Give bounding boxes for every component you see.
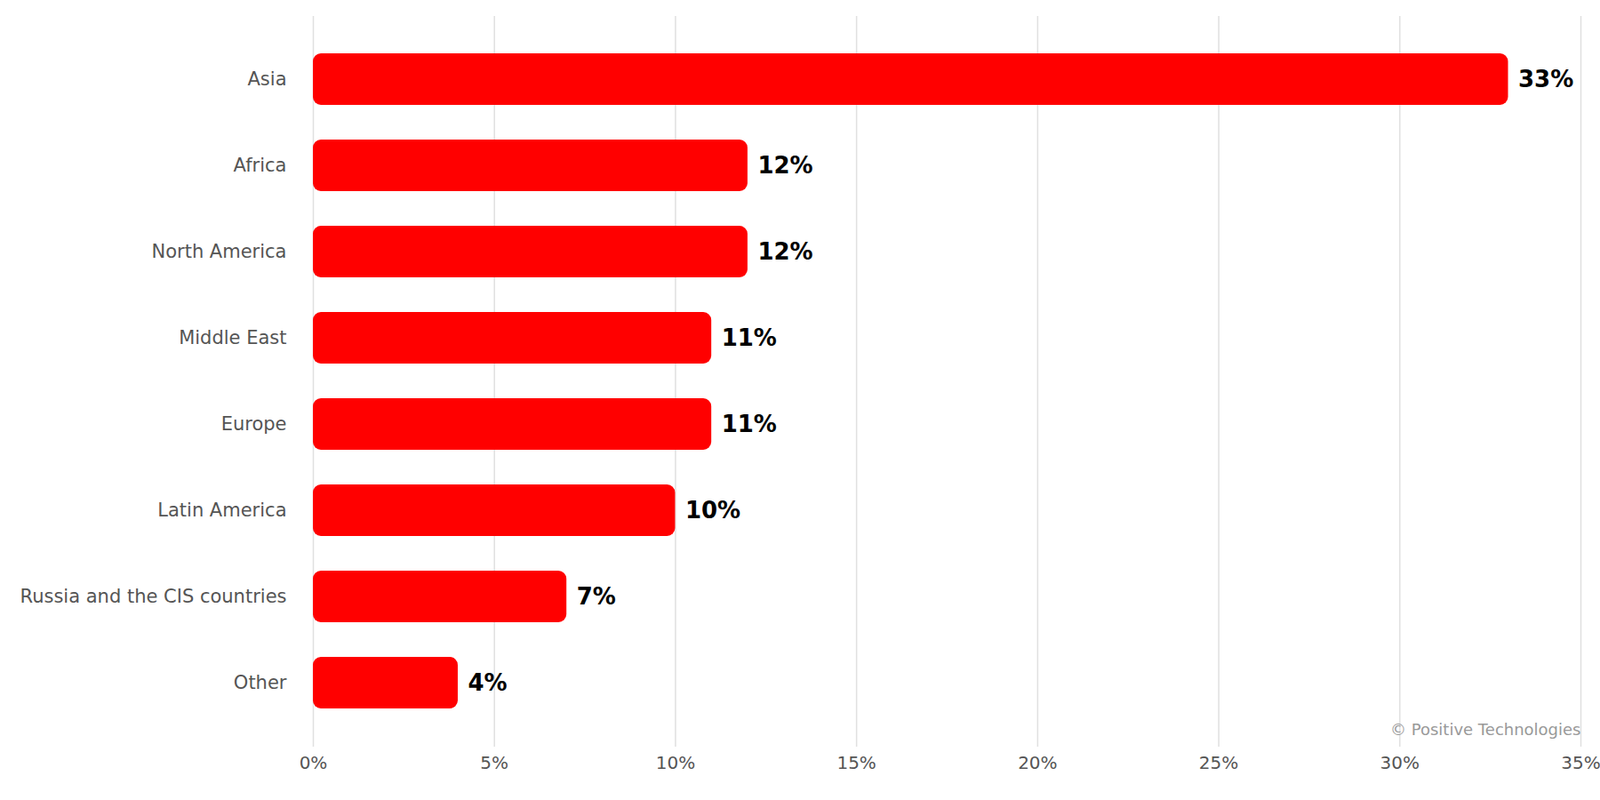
svg-text:11%: 11% bbox=[721, 324, 777, 352]
svg-text:15%: 15% bbox=[836, 752, 876, 774]
svg-text:10%: 10% bbox=[685, 496, 741, 524]
svg-text:4%: 4% bbox=[467, 669, 507, 696]
svg-text:25%: 25% bbox=[1199, 752, 1239, 774]
svg-text:Russia and the CIS countries: Russia and the CIS countries bbox=[20, 585, 288, 608]
svg-text:35%: 35% bbox=[1560, 752, 1600, 774]
svg-text:7%: 7% bbox=[576, 583, 616, 610]
svg-text:12%: 12% bbox=[757, 152, 813, 179]
svg-text:5%: 5% bbox=[480, 752, 509, 774]
svg-text:Other: Other bbox=[233, 672, 288, 694]
svg-text:20%: 20% bbox=[1017, 752, 1057, 774]
svg-text:Latin America: Latin America bbox=[157, 499, 287, 521]
svg-text:© Positive Technologies: © Positive Technologies bbox=[1390, 720, 1581, 739]
svg-text:North America: North America bbox=[151, 240, 287, 263]
svg-text:10%: 10% bbox=[656, 752, 696, 774]
svg-text:11%: 11% bbox=[721, 410, 777, 438]
svg-text:Africa: Africa bbox=[233, 154, 288, 176]
svg-text:12%: 12% bbox=[757, 238, 813, 265]
svg-text:0%: 0% bbox=[299, 752, 328, 774]
svg-text:30%: 30% bbox=[1380, 752, 1420, 774]
svg-text:33%: 33% bbox=[1518, 65, 1574, 93]
svg-text:Asia: Asia bbox=[247, 68, 287, 90]
svg-text:Middle East: Middle East bbox=[178, 327, 287, 349]
svg-text:Europe: Europe bbox=[221, 413, 288, 435]
